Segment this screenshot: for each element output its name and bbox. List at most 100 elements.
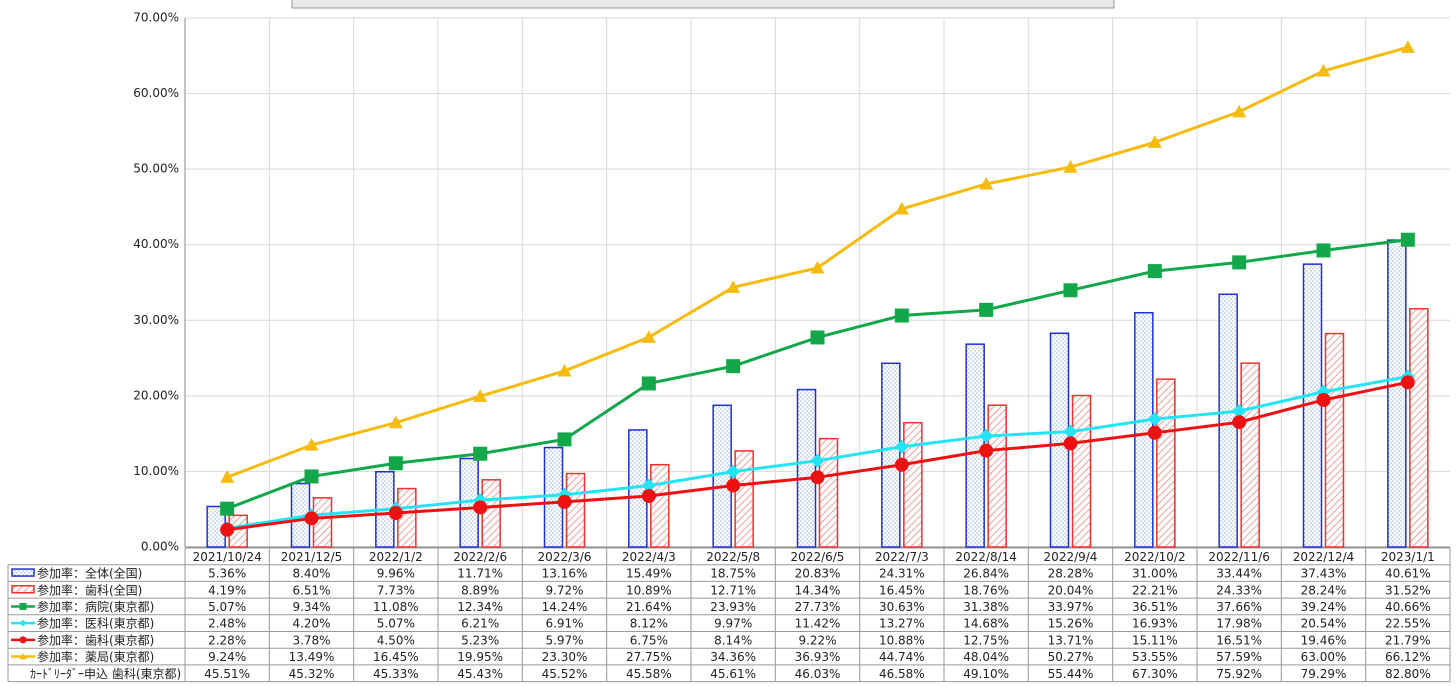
legend-entry: 参加率：歯科(全国) [11, 582, 142, 597]
y-tick-label: 70.00% [133, 11, 179, 25]
x-tick-label: 2022/8/14 [955, 550, 1017, 564]
marker [304, 511, 319, 526]
x-tick-label: 2022/5/8 [706, 550, 760, 564]
marker [1400, 40, 1415, 53]
table-cell: 5.23% [461, 633, 499, 647]
marker [1063, 283, 1078, 298]
marker [894, 201, 909, 215]
marker [894, 308, 909, 323]
marker [810, 470, 825, 485]
table-cell: 5.97% [545, 633, 583, 647]
table-cell: 55.44% [1048, 667, 1094, 681]
legend-entry: 参加率：歯科(東京都) [11, 632, 154, 647]
legend-label: ｶｰﾄﾞﾘｰﾀﾞｰ申込 歯科(東京都) [30, 667, 181, 681]
table-cell: 37.43% [1301, 567, 1347, 581]
table-cell: 8.14% [714, 633, 752, 647]
x-tick-label: 2022/6/5 [791, 550, 845, 564]
table-cell: 45.43% [457, 667, 503, 681]
table-cell: 24.31% [879, 567, 925, 581]
table-cell: 22.55% [1385, 617, 1431, 631]
x-tick-label: 2022/12/4 [1293, 550, 1355, 564]
table-cell: 28.24% [1301, 583, 1347, 597]
bar [712, 404, 732, 548]
table-cell: 6.51% [292, 583, 330, 597]
x-tick-label: 2021/12/5 [281, 550, 343, 564]
bar [1240, 362, 1260, 548]
marker [220, 522, 235, 537]
marker [1316, 243, 1331, 258]
y-tick-label: 30.00% [133, 313, 179, 327]
table-cell: 20.83% [795, 567, 841, 581]
table-cell: 5.07% [377, 617, 415, 631]
table-cell: 45.32% [289, 667, 335, 681]
marker [1232, 404, 1247, 419]
table-cell: 6.91% [545, 617, 583, 631]
table-cell: 40.66% [1385, 600, 1431, 614]
marker [388, 456, 403, 471]
table-cell: 7.73% [377, 583, 415, 597]
table-cell: 4.50% [377, 633, 415, 647]
marker [473, 446, 488, 461]
marker [19, 636, 27, 644]
table-cell: 33.44% [1216, 567, 1262, 581]
table-cell: 9.97% [714, 617, 752, 631]
marker [1400, 375, 1415, 390]
marker [1316, 392, 1331, 407]
table-cell: 21.64% [626, 600, 672, 614]
x-tick-label: 2022/1/2 [369, 550, 423, 564]
table-cell: 46.03% [795, 667, 841, 681]
table-cell: 12.75% [963, 633, 1009, 647]
table-cell: 10.89% [626, 583, 672, 597]
table-cell: 18.75% [710, 567, 756, 581]
x-tick-label: 2022/11/6 [1208, 550, 1270, 564]
bar [565, 472, 586, 548]
table-cell: 46.58% [879, 667, 925, 681]
table-cell: 30.63% [879, 600, 925, 614]
bar [1071, 394, 1092, 548]
y-tick-label: 0.00% [141, 540, 179, 554]
table-cell: 9.22% [798, 633, 836, 647]
table-cell: 40.61% [1385, 567, 1431, 581]
table-cell: 67.30% [1132, 667, 1178, 681]
table-cell: 11.08% [373, 600, 419, 614]
legend-entry: 参加率：全体(全国) [11, 566, 142, 581]
marker [388, 505, 403, 520]
table-cell: 10.88% [879, 633, 925, 647]
table-cell: 2.28% [208, 633, 246, 647]
table-cell: 18.76% [963, 583, 1009, 597]
marker [557, 432, 572, 447]
bar [650, 463, 670, 548]
marker [641, 376, 656, 391]
table-cell: 5.36% [208, 567, 246, 581]
x-tick-label: 2021/10/24 [193, 550, 262, 564]
table-cell: 13.16% [542, 567, 588, 581]
table-cell: 50.27% [1048, 650, 1094, 664]
table-cell: 15.49% [626, 567, 672, 581]
legend-label: 参加率：病院(東京都) [37, 599, 154, 614]
y-tick-label: 10.00% [133, 464, 179, 478]
table-cell: 45.61% [710, 667, 756, 681]
marker [473, 389, 488, 402]
bar [481, 479, 501, 548]
table-cell: 49.10% [963, 667, 1009, 681]
table-cell: 45.58% [626, 667, 672, 681]
bar [1156, 378, 1176, 548]
table-cell: 34.36% [710, 650, 756, 664]
y-tick-label: 60.00% [133, 86, 179, 100]
x-tick-label: 2023/1/1 [1381, 550, 1435, 564]
marker [19, 602, 27, 610]
table-cell: 3.78% [292, 633, 330, 647]
x-tick-label: 2022/7/3 [875, 550, 929, 564]
marker [726, 280, 741, 293]
marker [1147, 135, 1162, 148]
table-cell: 16.51% [1216, 633, 1262, 647]
table-cell: 17.98% [1216, 617, 1262, 631]
table-cell: 31.38% [963, 600, 1009, 614]
table-cell: 27.73% [795, 600, 841, 614]
table-cell: 9.72% [545, 583, 583, 597]
table-cell: 9.24% [208, 650, 246, 664]
legend-swatch [11, 585, 35, 594]
marker [979, 443, 994, 458]
table-cell: 45.52% [542, 667, 588, 681]
